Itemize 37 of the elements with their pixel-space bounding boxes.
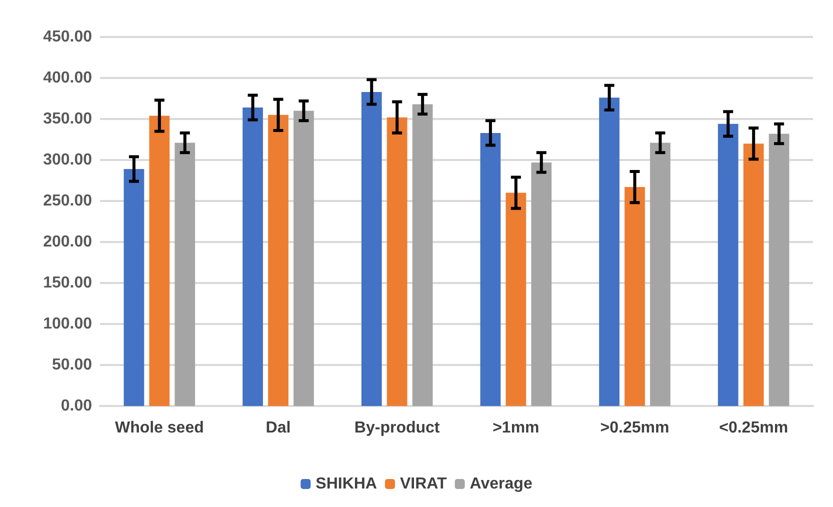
bar: [768, 134, 790, 406]
y-tick-label: 50.00: [52, 356, 92, 374]
legend-label: SHIKHA: [316, 476, 378, 492]
y-tick-label: 450.00: [43, 28, 92, 46]
legend-label: VIRAT: [400, 476, 448, 492]
bar: [599, 98, 620, 406]
y-tick-label: 150.00: [43, 274, 92, 292]
bar: [124, 169, 144, 406]
bar: [650, 142, 670, 406]
bar: [718, 124, 738, 406]
legend-label: Average: [470, 476, 532, 492]
y-tick-label: 0.00: [60, 398, 92, 414]
bar: [412, 104, 433, 406]
y-tick-label: 200.00: [43, 234, 92, 250]
x-tick-label: Whole seed: [114, 420, 204, 436]
y-tick-label: 250.00: [43, 192, 92, 210]
x-tick-label: >1mm: [492, 420, 540, 436]
bar: [294, 110, 314, 406]
bar: [480, 132, 501, 406]
y-tick-label: 350.00: [43, 110, 92, 128]
bar: [506, 192, 526, 406]
y-tick-label: 300.00: [43, 152, 92, 168]
bar: [624, 187, 645, 406]
bar: [149, 116, 170, 406]
bar: [361, 92, 382, 406]
x-tick-label: Dal: [266, 420, 291, 436]
x-tick-label: <0.25mm: [719, 420, 788, 436]
y-tick-label: 100.00: [43, 316, 92, 332]
bar: [531, 162, 552, 406]
bar: [386, 117, 408, 406]
bar: [242, 108, 263, 406]
bar: [268, 114, 288, 406]
x-tick-label: >0.25mm: [600, 420, 670, 436]
bar: [743, 144, 764, 406]
y-tick-label: 400.00: [43, 70, 92, 86]
bar: [174, 142, 196, 406]
x-tick-label: By-product: [354, 420, 440, 436]
